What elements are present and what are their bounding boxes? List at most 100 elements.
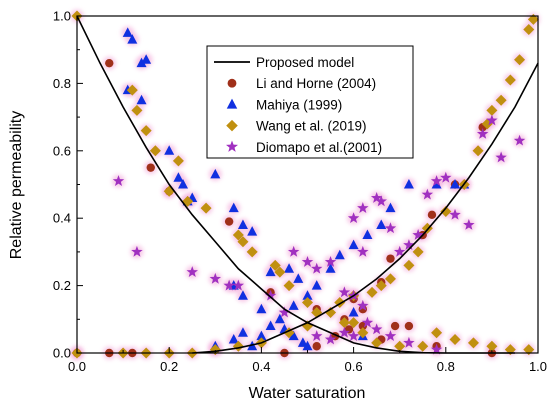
data-point-circle [146, 163, 155, 172]
data-point-diamond [486, 340, 498, 352]
data-point-star [287, 245, 300, 257]
data-point-star [278, 306, 291, 318]
data-point-triangle [288, 300, 299, 310]
data-point-diamond [371, 337, 383, 349]
data-point-diamond [384, 273, 396, 285]
proposed-model-curve [192, 62, 539, 354]
data-point-star [412, 229, 424, 240]
data-point-triangle [376, 219, 387, 229]
data-point-star [403, 239, 415, 251]
data-point-star [357, 299, 369, 311]
data-point-star [370, 323, 383, 335]
legend-entry-label: Diomapo et al.(2001) [256, 140, 382, 155]
data-point-triangle [431, 179, 442, 189]
data-point-star [131, 245, 143, 257]
data-point-triangle [348, 307, 359, 317]
data-point-star [264, 289, 277, 301]
data-point-star [403, 336, 415, 348]
data-point-star [186, 266, 198, 277]
data-point-star [209, 272, 222, 284]
y-axis-title: Relative permeability [8, 111, 25, 260]
data-point-diamond [149, 145, 161, 157]
data-point-triangle [178, 179, 189, 189]
data-point-triangle [403, 179, 414, 189]
data-point-diamond [246, 246, 258, 258]
data-point-diamond [394, 340, 406, 352]
data-point-star [338, 286, 351, 298]
data-point-diamond [325, 307, 337, 319]
data-point-circle [105, 58, 114, 68]
data-point-star [311, 262, 323, 274]
data-point-star [112, 175, 125, 186]
x-tick-label: 0.0 [68, 359, 86, 374]
legend-marker-star [226, 140, 238, 152]
data-point-triangle [136, 94, 147, 105]
data-point-triangle [265, 320, 276, 331]
data-point-diamond [472, 145, 484, 157]
data-point-diamond [486, 104, 498, 116]
data-point-diamond [375, 280, 387, 292]
data-point-diamond [274, 266, 286, 278]
data-point-diamond [269, 259, 281, 271]
data-point-star [338, 326, 351, 338]
data-point-diamond [467, 337, 479, 349]
data-point-triangle [334, 249, 345, 260]
data-point-circle [404, 321, 414, 331]
legend: Proposed model Li and Horne (2004) Mahiya … [206, 45, 414, 159]
data-point-star [357, 245, 369, 257]
data-point-triangle [256, 330, 267, 341]
data-point-triangle [288, 330, 299, 341]
data-point-triangle [228, 334, 239, 344]
legend-marker-circle [227, 78, 237, 88]
data-point-diamond [431, 327, 443, 339]
data-point-triangle [302, 290, 313, 300]
data-point-diamond [495, 94, 507, 106]
data-point-diamond [449, 334, 461, 346]
axes-layer: 0.0 0.2 0.4 0.6 0.8 1.0 0.0 0.2 0.4 0.6 0.8 1.0 [53, 9, 547, 375]
data-point-triangle [122, 27, 133, 37]
data-point-diamond [523, 23, 535, 35]
legend-box [206, 45, 414, 159]
data-point-diamond [140, 125, 152, 137]
data-point-triangle [265, 266, 276, 277]
data-point-star [486, 114, 498, 126]
data-point-star [430, 343, 443, 355]
data-point-triangle [127, 34, 138, 44]
data-point-circle [427, 210, 437, 220]
data-point-star [449, 208, 461, 220]
data-point-triangle [164, 145, 175, 155]
x-tick-label: 0.4 [252, 359, 270, 374]
data-point-circle [312, 342, 321, 351]
data-point-diamond [523, 344, 535, 356]
x-tick-label: 0.6 [345, 359, 363, 374]
data-point-diamond [126, 84, 138, 96]
data-point-star [393, 245, 406, 257]
data-point-diamond [283, 280, 295, 292]
data-point-diamond [366, 286, 378, 298]
data-point-triangle [237, 327, 248, 337]
legend-entry-label: Mahiya (1999) [256, 97, 342, 112]
data-point-triangle [274, 313, 285, 324]
data-point-triangle [325, 263, 336, 273]
data-point-star [311, 330, 323, 341]
data-point-diamond [527, 13, 539, 25]
legend-marker-diamond [226, 119, 238, 132]
data-point-diamond [417, 340, 429, 352]
data-point-triangle [228, 202, 239, 213]
data-point-star [324, 256, 337, 267]
data-point-star [232, 279, 245, 291]
data-point-triangle [348, 239, 359, 250]
data-point-diamond [412, 246, 424, 258]
data-point-diamond [440, 205, 452, 217]
data-point-diamond [237, 236, 249, 248]
y-tick-label: 0.0 [53, 346, 71, 361]
x-tick-label: 0.2 [160, 359, 178, 374]
data-point-diamond [504, 74, 516, 86]
data-point-triangle [237, 219, 248, 229]
data-point-triangle [210, 168, 221, 179]
x-tick-label: 1.0 [529, 359, 547, 374]
data-point-triangle [385, 202, 396, 213]
data-point-triangle [284, 263, 295, 273]
data-point-star [421, 188, 434, 200]
y-tick-label: 0.6 [53, 143, 71, 158]
